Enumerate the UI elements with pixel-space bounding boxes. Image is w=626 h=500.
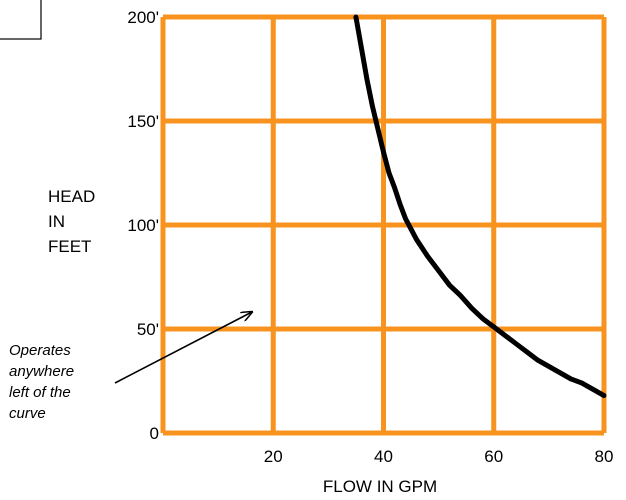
y-axis-label-line: IN: [48, 212, 65, 231]
annotation-arrow: [114, 312, 251, 384]
y-tick-label: 150': [127, 112, 159, 131]
x-axis-label: FLOW IN GPM: [323, 477, 437, 496]
y-tick-label: 200': [127, 8, 159, 27]
x-tick-label: 60: [484, 447, 503, 466]
annotation-line: curve: [9, 405, 46, 422]
x-tick-label: 20: [264, 447, 283, 466]
x-tick-label: 80: [595, 447, 614, 466]
y-tick-label: 0: [150, 424, 159, 443]
y-tick-labels: 0 50' 100' 150' 200': [127, 8, 159, 443]
annotation-line: Operates: [9, 342, 71, 359]
legend-box-fragment: [0, 0, 42, 40]
y-axis-label-line: FEET: [48, 237, 91, 256]
y-tick-label: 100': [127, 216, 159, 235]
y-axis-label: HEAD IN FEET: [48, 187, 95, 256]
x-tick-labels: 20 40 60 80: [264, 447, 614, 466]
x-tick-label: 40: [374, 447, 393, 466]
y-axis-label-line: HEAD: [48, 187, 95, 206]
grid: [160, 14, 607, 436]
annotation: Operates anywhere left of the curve: [9, 312, 251, 422]
series-group: [353, 14, 607, 399]
annotation-line: left of the: [9, 384, 71, 401]
annotation-line: anywhere: [9, 363, 74, 380]
series-line: [353, 14, 607, 399]
y-tick-label: 50': [137, 320, 159, 339]
